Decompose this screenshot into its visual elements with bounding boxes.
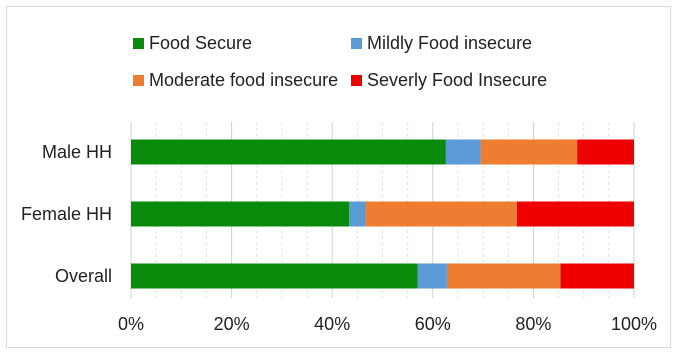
legend-swatch (133, 38, 144, 49)
bar-segment-severly-food-insecure-male-hh (577, 139, 634, 165)
x-axis-tick-labels: 0% 20% 40% 60% 80% 100% (118, 314, 657, 334)
category-label: Male HH (42, 142, 112, 162)
bar-segment-moderate-food-insecure-female-hh (365, 201, 517, 227)
chart-frame (6, 6, 671, 348)
legend-swatch (351, 38, 362, 49)
legend-label: Severly Food Insecure (367, 70, 547, 90)
bar-segment-mildly-food-insecure-overall (417, 263, 447, 289)
legend-swatch (351, 75, 362, 86)
legend-label: Food Secure (149, 33, 252, 53)
bar-segment-food-secure-male-hh (131, 139, 446, 165)
x-tick-label: 60% (415, 314, 451, 334)
category-label: Overall (55, 266, 112, 286)
legend: Food Secure Mildly Food insecure Moderate … (133, 33, 547, 90)
bar-segment-severly-food-insecure-overall (560, 263, 634, 289)
bar-segment-moderate-food-insecure-male-hh (480, 139, 578, 165)
legend-label: Mildly Food insecure (367, 33, 532, 53)
x-tick-label: 0% (118, 314, 144, 334)
bar-segment-mildly-food-insecure-female-hh (349, 201, 366, 227)
x-tick-label: 80% (515, 314, 551, 334)
legend-label: Moderate food insecure (149, 70, 338, 90)
bar-segment-moderate-food-insecure-overall (446, 263, 561, 289)
x-tick-label: 100% (611, 314, 657, 334)
bar-segment-food-secure-female-hh (131, 201, 350, 227)
bar-segment-severly-food-insecure-female-hh (516, 201, 634, 227)
legend-swatch (133, 75, 144, 86)
bar-segment-food-secure-overall (131, 263, 418, 289)
x-tick-label: 20% (214, 314, 250, 334)
category-label: Female HH (21, 204, 112, 224)
x-tick-label: 40% (314, 314, 350, 334)
bar-segment-mildly-food-insecure-male-hh (445, 139, 481, 165)
category-labels: Male HH Female HH Overall (21, 142, 112, 286)
bar-segments (131, 139, 634, 289)
